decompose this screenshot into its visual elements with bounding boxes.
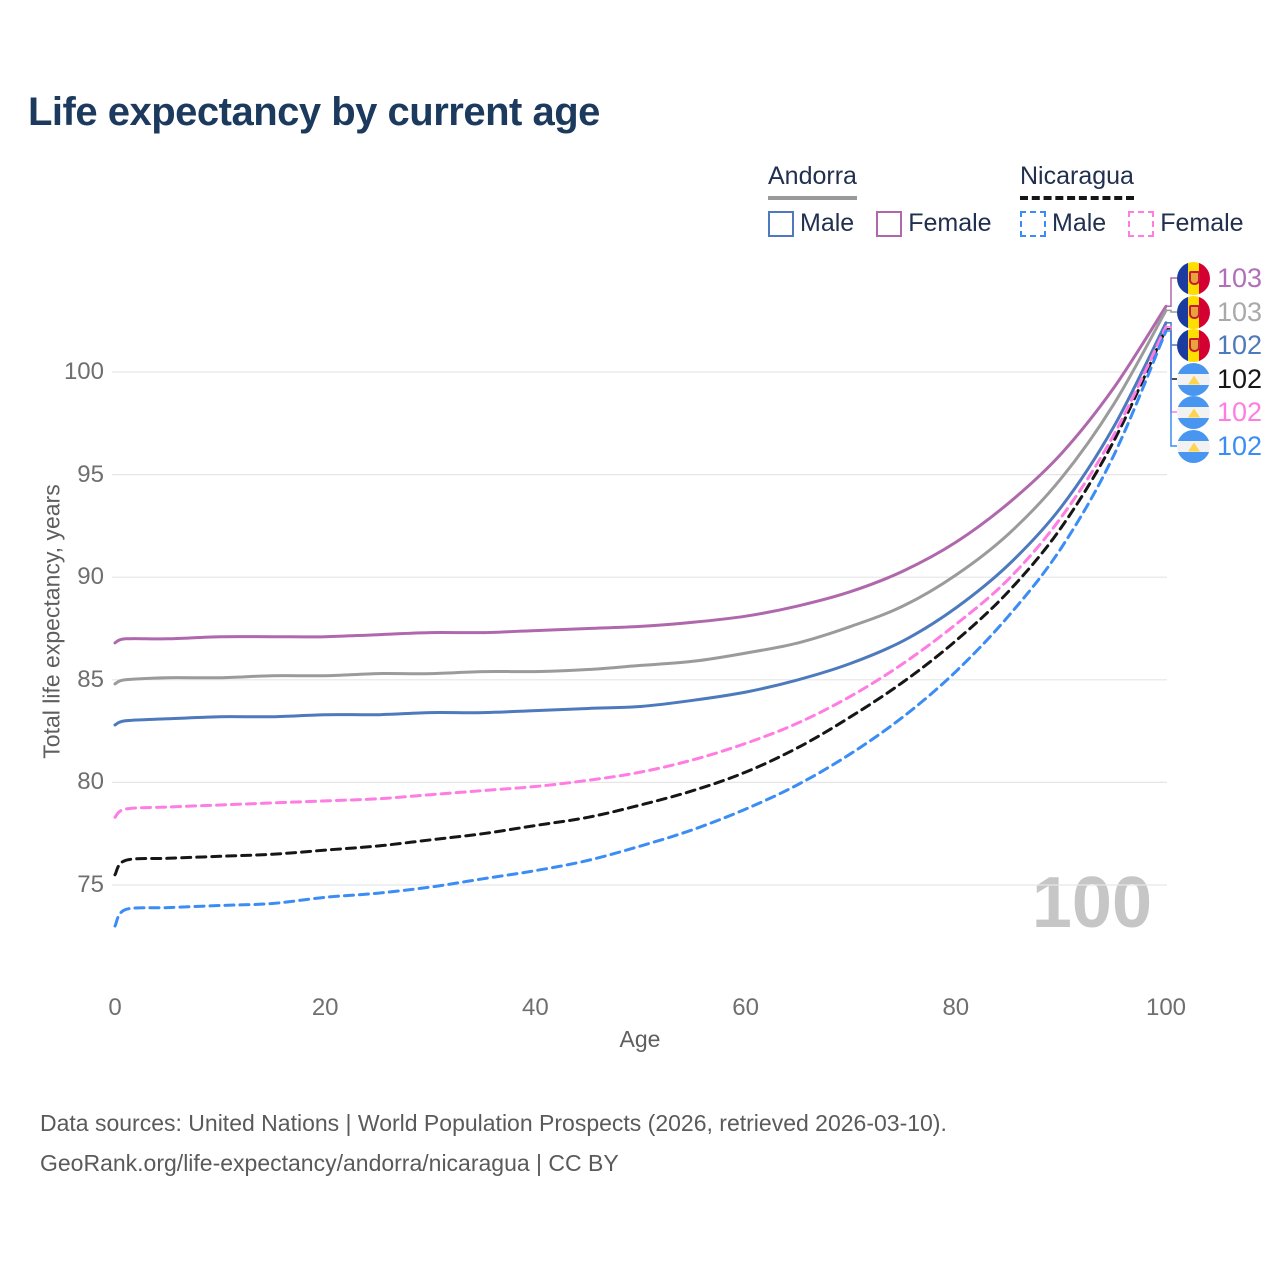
end-label-value-andorra-total: 103 (1217, 296, 1263, 327)
end-label-connector-andorra-female (1166, 277, 1177, 308)
andorra-flag-icon (1177, 261, 1210, 295)
legend-label: Female (1160, 209, 1244, 237)
legend-item-nicaragua-male[interactable]: Male (1020, 209, 1106, 238)
x-tick-label-60: 60 (732, 994, 759, 1021)
nicaragua-flag-icon (1177, 362, 1210, 396)
end-label-row-nicaragua-female[interactable]: 102 (1177, 395, 1262, 429)
footer-link-line: GeoRank.org/life-expectancy/andorra/nica… (40, 1150, 619, 1176)
y-tick-label-95: 95 (77, 460, 104, 488)
end-label-row-nicaragua-male[interactable]: 102 (1177, 429, 1262, 463)
end-label-connector-nicaragua-male (1166, 330, 1177, 447)
y-tick-label-85: 85 (77, 665, 104, 693)
end-label-row-nicaragua-total[interactable]: 102 (1177, 362, 1262, 396)
legend-header-nicaragua[interactable]: Nicaragua (1020, 162, 1134, 200)
series-line-andorra-total[interactable] (113, 308, 1168, 686)
legend-group-andorra: Andorra Male Female (768, 162, 992, 238)
legend-label: Female (908, 209, 992, 237)
nicaragua-flag-icon (1177, 395, 1210, 429)
nicaragua-male-swatch-icon (1020, 210, 1046, 237)
end-label-row-andorra-total[interactable]: 103 (1177, 295, 1262, 329)
x-tick-label-0: 0 (108, 994, 122, 1021)
nicaragua-female-swatch-icon (1128, 210, 1155, 237)
x-tick-label-100: 100 (1145, 994, 1187, 1021)
x-tick-label-40: 40 (522, 994, 549, 1021)
end-label-connector-andorra-total (1166, 309, 1177, 313)
y-tick-label-80: 80 (77, 768, 104, 796)
series-line-andorra-female[interactable] (113, 304, 1168, 645)
andorra-female-swatch-icon (876, 210, 903, 237)
end-label-value-andorra-female: 103 (1217, 262, 1263, 293)
age-watermark: 100 (1031, 863, 1152, 943)
series-line-andorra-male[interactable] (113, 321, 1168, 727)
end-label-row-andorra-female[interactable]: 103 (1177, 261, 1262, 295)
y-tick-label-100: 100 (63, 358, 104, 385)
andorra-flag-icon (1177, 295, 1210, 329)
legend-item-nicaragua-female[interactable]: Female (1128, 209, 1244, 238)
footer-source-line: Data sources: United Nations | World Pop… (40, 1110, 947, 1136)
x-tick-label-20: 20 (311, 994, 339, 1021)
legend-items-andorra: Male Female (768, 209, 992, 238)
legend-items-nicaragua: Male Female (1020, 209, 1244, 238)
nicaragua-flag-icon (1177, 429, 1210, 463)
y-tick-label-75: 75 (77, 871, 104, 898)
andorra-flag-icon (1177, 328, 1210, 362)
legend-label: Male (1052, 209, 1107, 237)
legend-group-nicaragua: Nicaragua Male Female (1020, 162, 1244, 238)
series-line-nicaragua-female[interactable] (113, 325, 1168, 819)
legend-item-andorra-female[interactable]: Female (876, 209, 992, 238)
legend-label: Male (800, 209, 855, 237)
end-label-value-andorra-male: 102 (1217, 329, 1263, 360)
end-label-value-nicaragua-male: 102 (1217, 430, 1263, 461)
legend-header-andorra[interactable]: Andorra (768, 162, 857, 200)
x-tick-label-80: 80 (942, 994, 970, 1021)
series-line-nicaragua-male[interactable] (113, 329, 1168, 928)
legend-item-andorra-male[interactable]: Male (768, 209, 854, 238)
page-title: Life expectancy by current age (28, 90, 600, 134)
series-line-nicaragua-total[interactable] (113, 327, 1168, 877)
andorra-male-swatch-icon (768, 210, 794, 237)
end-label-value-nicaragua-total: 102 (1217, 363, 1263, 394)
end-label-value-nicaragua-female: 102 (1217, 396, 1263, 427)
y-tick-label-90: 90 (77, 563, 104, 591)
end-label-row-andorra-male[interactable]: 102 (1177, 328, 1262, 362)
x-axis-title: Age (619, 1026, 661, 1052)
